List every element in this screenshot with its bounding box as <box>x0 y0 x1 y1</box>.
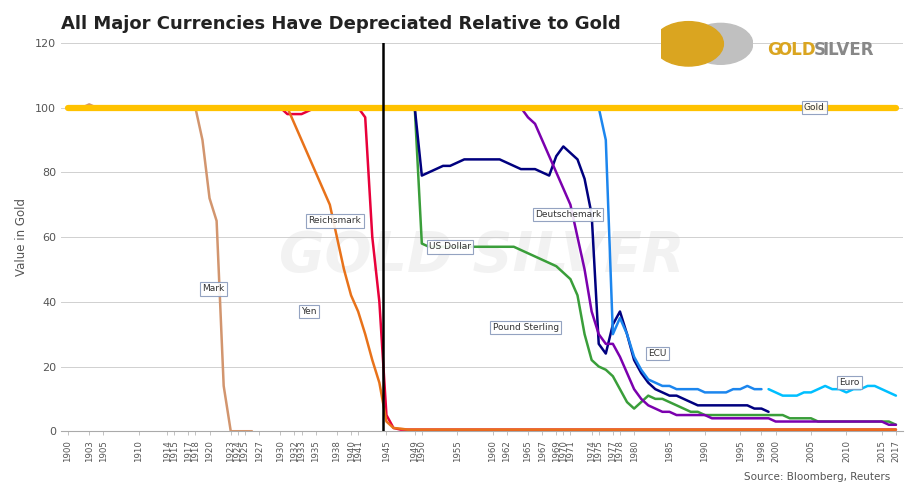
Text: All Major Currencies Have Depreciated Relative to Gold: All Major Currencies Have Depreciated Re… <box>61 15 621 33</box>
Text: OLD: OLD <box>778 41 816 59</box>
Text: ILVER: ILVER <box>823 41 874 59</box>
Text: Mark: Mark <box>203 284 225 293</box>
Text: Deutschemark: Deutschemark <box>535 210 601 219</box>
Text: Source: Bloomberg, Reuters: Source: Bloomberg, Reuters <box>744 472 890 482</box>
Text: S: S <box>813 41 825 59</box>
Text: Yen: Yen <box>301 307 317 316</box>
Y-axis label: Value in Gold: Value in Gold <box>15 198 28 276</box>
Text: US Dollar: US Dollar <box>429 242 471 251</box>
Text: G: G <box>767 41 781 59</box>
Text: Reichsmark: Reichsmark <box>308 216 362 225</box>
Text: ECU: ECU <box>648 349 666 358</box>
Circle shape <box>654 21 723 66</box>
Text: Gold: Gold <box>804 103 824 112</box>
Text: Pound Sterling: Pound Sterling <box>493 323 559 332</box>
Text: Euro: Euro <box>839 378 859 387</box>
Text: GOLD SILVER: GOLD SILVER <box>279 229 685 283</box>
Circle shape <box>688 23 753 64</box>
